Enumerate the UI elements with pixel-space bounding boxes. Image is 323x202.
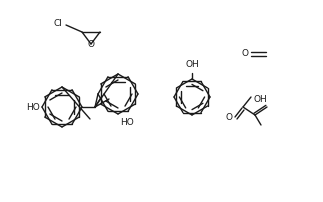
Text: O: O (241, 49, 248, 59)
Text: HO: HO (120, 118, 134, 127)
Text: O: O (88, 40, 95, 49)
Text: O: O (225, 113, 232, 121)
Text: Cl: Cl (53, 20, 62, 28)
Text: OH: OH (253, 95, 267, 104)
Text: HO: HO (26, 102, 40, 112)
Text: OH: OH (185, 60, 199, 69)
